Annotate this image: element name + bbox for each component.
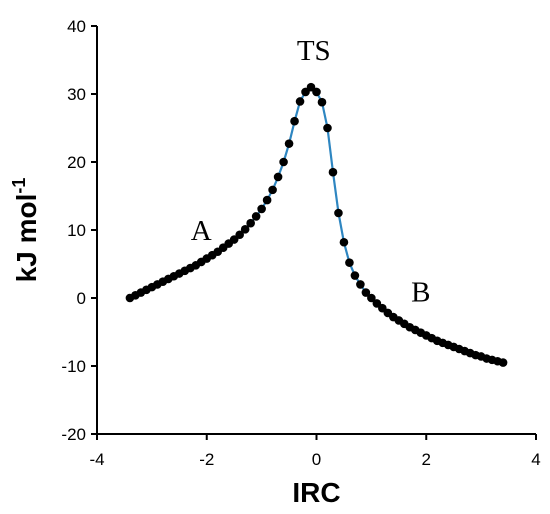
data-point — [262, 195, 272, 205]
data-point — [290, 116, 299, 126]
plot-area — [125, 82, 508, 367]
data-point — [268, 185, 277, 195]
annotation-label: TS — [297, 35, 331, 67]
y-axis-title-superscript: -1 — [9, 178, 29, 194]
y-tick-label: 30 — [67, 85, 86, 104]
data-point — [257, 204, 266, 214]
data-point — [273, 172, 283, 182]
data-point — [328, 167, 338, 177]
data-point — [251, 212, 261, 221]
data-point — [339, 237, 349, 247]
y-tick-label: 0 — [77, 289, 86, 308]
x-tick-label: -4 — [89, 450, 104, 469]
data-point — [235, 230, 244, 240]
data-point — [317, 97, 327, 107]
y-tick-label: -20 — [61, 425, 86, 444]
data-point — [356, 280, 365, 289]
x-axis-title: IRC — [292, 477, 340, 508]
data-point — [345, 258, 354, 267]
y-tick-label: 10 — [67, 221, 86, 240]
y-tick-label: 20 — [67, 153, 86, 172]
y-axis-title: kJ mol-1 — [9, 178, 42, 283]
data-points — [125, 82, 508, 367]
annotation-label: B — [411, 276, 430, 308]
data-point — [295, 97, 305, 106]
data-point — [361, 288, 371, 297]
data-point — [246, 218, 255, 228]
data-point — [240, 225, 250, 234]
x-tick-label: 2 — [422, 450, 431, 469]
annotations: TS A B — [191, 35, 431, 308]
y-tick-label: -10 — [61, 357, 86, 376]
data-point — [284, 139, 294, 148]
data-point — [323, 123, 332, 133]
x-tick-label: 4 — [531, 450, 540, 469]
data-point — [367, 293, 376, 303]
energy-curve-line — [129, 85, 504, 364]
data-point — [279, 157, 288, 167]
data-point — [312, 87, 321, 97]
y-axis-title-main: kJ mol — [11, 194, 42, 283]
data-point — [350, 271, 360, 280]
data-point — [334, 208, 343, 218]
y-tick-label: 40 — [67, 17, 86, 36]
y-ticks: -20 -10 0 10 20 30 40 — [61, 17, 97, 444]
x-tick-label: 0 — [312, 450, 321, 469]
data-point — [498, 358, 508, 367]
x-ticks: -4 -2 0 2 4 — [89, 434, 541, 469]
annotation-label: A — [191, 215, 212, 247]
x-tick-label: -2 — [199, 450, 214, 469]
